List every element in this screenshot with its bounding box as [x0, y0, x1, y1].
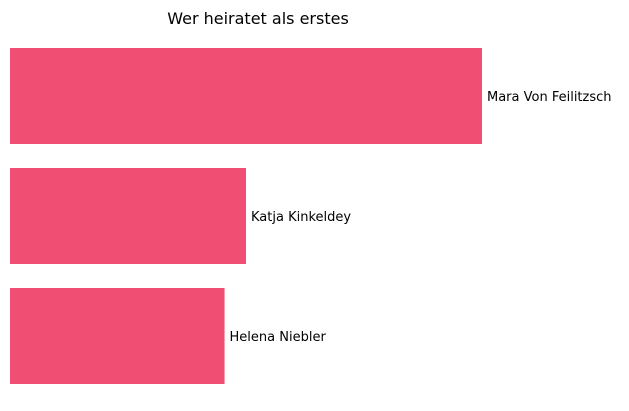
bar-label-0: Mara Von Feilitzsch	[487, 90, 612, 105]
bar-0	[10, 48, 482, 144]
bar-1	[10, 168, 246, 264]
chart-title: Wer heiratet als erstes	[167, 9, 349, 28]
bar-label-1: Katja Kinkeldey	[251, 210, 351, 225]
bar-label-2: Helena Niebler	[230, 330, 327, 345]
bar-2	[10, 288, 225, 384]
bar-labels-group: Mara Von Feilitzsch Katja Kinkeldey Helena…	[230, 90, 612, 345]
bars-group	[10, 48, 482, 384]
